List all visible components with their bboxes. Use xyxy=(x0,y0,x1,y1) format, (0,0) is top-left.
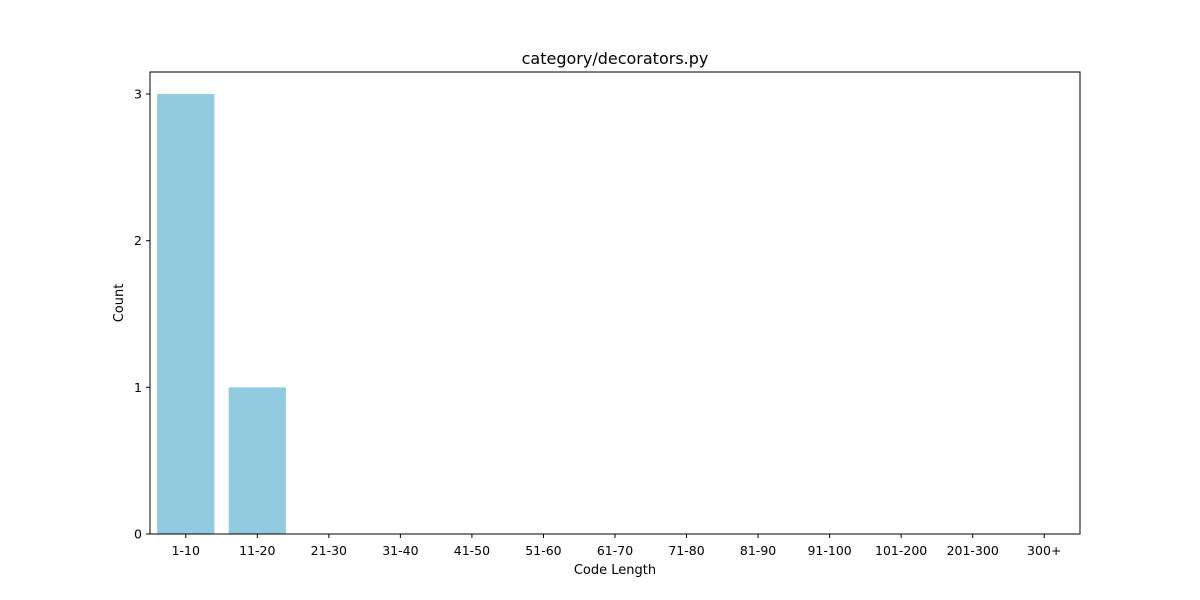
x-tick-label: 201-300 xyxy=(947,543,999,558)
x-tick-label: 21-30 xyxy=(311,543,347,558)
bar-1-10 xyxy=(157,94,215,534)
x-axis-label: Code Length xyxy=(574,563,656,578)
x-tick-label: 51-60 xyxy=(525,543,561,558)
x-tick-label: 61-70 xyxy=(597,543,633,558)
x-tick-label: 300+ xyxy=(1027,543,1061,558)
y-axis-label: Count xyxy=(112,284,127,323)
y-tick-label: 0 xyxy=(134,527,142,542)
plot-area-frame xyxy=(149,71,1081,535)
x-axis-ticks: 1-10 11-20 21-30 31-40 41-50 51-60 61-70 71-80 8… xyxy=(172,534,1061,558)
x-tick-label: 31-40 xyxy=(382,543,418,558)
x-tick-label: 71-80 xyxy=(668,543,704,558)
x-tick-label: 41-50 xyxy=(454,543,490,558)
bars-group xyxy=(157,94,286,534)
bar-11-20 xyxy=(228,387,286,534)
y-axis-ticks: 0 1 2 3 xyxy=(134,87,150,542)
x-tick-label: 1-10 xyxy=(172,543,200,558)
y-tick-label: 1 xyxy=(134,380,142,395)
x-tick-label: 11-20 xyxy=(239,543,275,558)
chart-title: category/decorators.py xyxy=(522,49,709,68)
y-tick-label: 2 xyxy=(134,233,142,248)
x-tick-label: 101-200 xyxy=(875,543,927,558)
x-tick-label: 81-90 xyxy=(740,543,776,558)
x-tick-label: 91-100 xyxy=(807,543,851,558)
y-tick-label: 3 xyxy=(134,87,142,102)
